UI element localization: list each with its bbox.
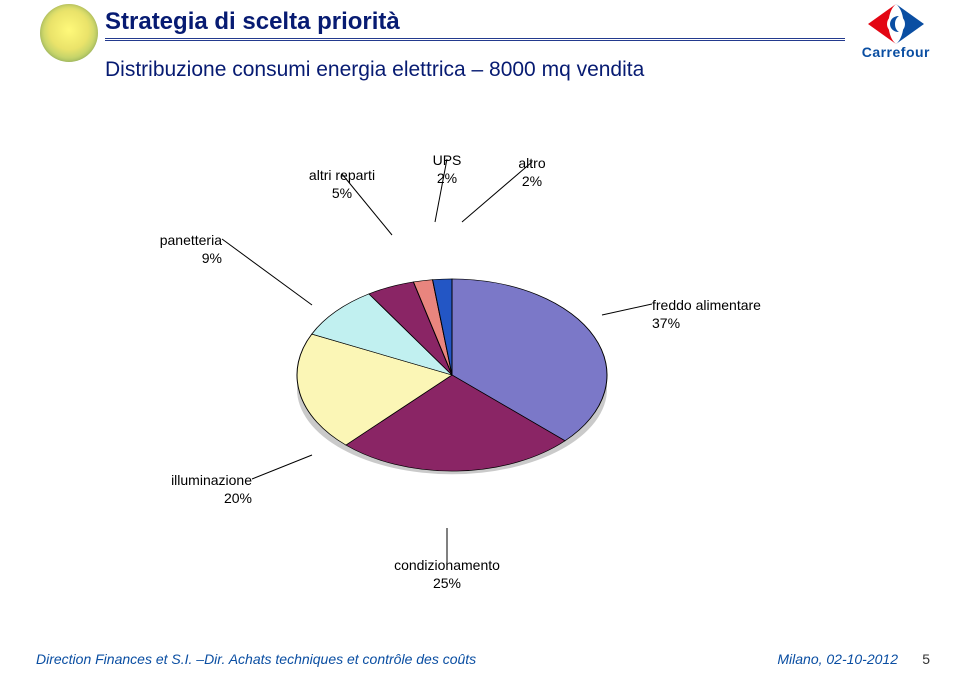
slice-pct: 9% <box>202 250 222 266</box>
leader-line <box>435 159 447 222</box>
slice-label: freddo alimentare <box>652 297 761 313</box>
slice-label: panetteria <box>160 232 222 248</box>
leader-line <box>342 174 392 235</box>
slice-pct: 5% <box>332 185 352 201</box>
leader-line <box>462 162 532 222</box>
slide: Strategia di scelta priorità Carrefour D… <box>0 0 960 679</box>
slice-label: illuminazione <box>171 472 252 488</box>
slice-label: condizionamento <box>394 557 500 573</box>
leader-line <box>252 455 312 479</box>
carrefour-logo-text: Carrefour <box>862 44 930 60</box>
slice-label: UPS <box>433 152 462 168</box>
page-number: 5 <box>922 651 930 667</box>
carrefour-logo-icon <box>866 2 926 46</box>
header: Strategia di scelta priorità Carrefour <box>0 0 960 60</box>
footer-right: Milano, 02-10-2012 <box>777 651 898 667</box>
slice-pct: 2% <box>437 170 457 186</box>
subtitle: Distribuzione consumi energia elettrica … <box>105 58 644 82</box>
footer-left: Direction Finances et S.I. –Dir. Achats … <box>36 651 476 667</box>
slice-pct: 37% <box>652 315 680 331</box>
slice-pct: 25% <box>433 575 461 591</box>
bee-badge-icon <box>40 4 98 62</box>
title-rule-inner <box>105 39 845 40</box>
slice-pct: 20% <box>224 490 252 506</box>
leader-line <box>602 304 652 315</box>
leader-line <box>222 239 312 305</box>
footer: Direction Finances et S.I. –Dir. Achats … <box>0 647 960 667</box>
carrefour-logo: Carrefour <box>862 2 930 60</box>
page-title: Strategia di scelta priorità <box>105 8 400 36</box>
pie-chart-svg: freddo alimentare 37% condizionamento 25% il… <box>102 110 762 595</box>
pie-chart: freddo alimentare 37% condizionamento 25% il… <box>102 110 762 595</box>
slice-pct: 2% <box>522 173 542 189</box>
slice-label: altro <box>518 155 545 171</box>
slice-label: altri reparti <box>309 167 375 183</box>
